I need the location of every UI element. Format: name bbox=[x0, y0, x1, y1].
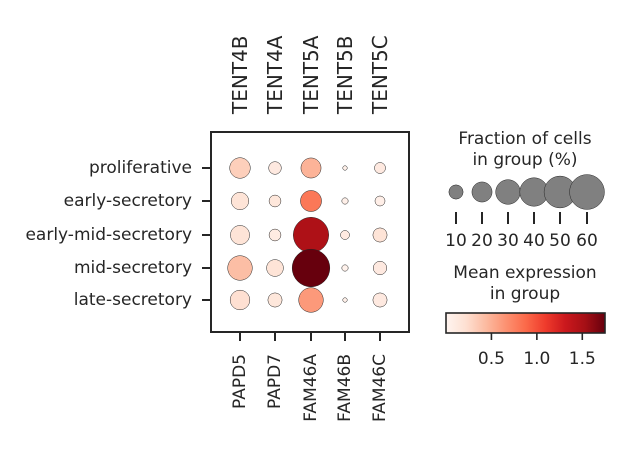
size-legend-label: 60 bbox=[576, 231, 598, 251]
colorbar-tick-label: 0.5 bbox=[478, 349, 505, 369]
gene-labels: PAPD5 PAPD7 FAM46A FAM46B FAM46C bbox=[230, 354, 390, 422]
colorbar bbox=[445, 312, 606, 334]
size-legend: Fraction of cells in group (%) 10 20 30 40 5… bbox=[445, 129, 605, 251]
colorbar-tick-label: 1.0 bbox=[523, 349, 550, 369]
gene-label: FAM46B bbox=[335, 354, 355, 422]
gene-label: PAPD7 bbox=[265, 354, 285, 409]
dot bbox=[373, 261, 387, 275]
dot bbox=[300, 190, 322, 212]
size-legend-title-line-1: Fraction of cells bbox=[458, 129, 591, 149]
group-label: late-secretory bbox=[74, 290, 192, 310]
dot bbox=[293, 217, 329, 253]
dot bbox=[230, 225, 250, 245]
size-legend-label: 40 bbox=[523, 231, 545, 251]
color-legend-title-line-2: in group bbox=[490, 284, 560, 304]
gene-alias-label: TENT5B bbox=[333, 36, 357, 115]
dot bbox=[374, 195, 386, 207]
size-legend-label: 50 bbox=[549, 231, 571, 251]
dot bbox=[342, 165, 348, 171]
dot-grid bbox=[227, 157, 388, 313]
group-label: early-mid-secretory bbox=[25, 225, 192, 245]
color-legend-title-line-1: Mean expression bbox=[453, 263, 596, 283]
size-legend-label: 30 bbox=[497, 231, 519, 251]
dot bbox=[227, 255, 253, 281]
dot bbox=[298, 287, 324, 313]
dot bbox=[341, 197, 349, 205]
dot bbox=[267, 292, 283, 308]
size-legend-dot bbox=[471, 181, 493, 203]
dot bbox=[372, 227, 388, 243]
dot bbox=[374, 162, 386, 174]
size-legend-label: 20 bbox=[471, 231, 493, 251]
colorbar-tick-label: 1.5 bbox=[569, 349, 596, 369]
dot bbox=[342, 297, 348, 303]
dot bbox=[231, 192, 249, 210]
dot bbox=[268, 228, 282, 242]
dot bbox=[268, 194, 282, 208]
dot bbox=[300, 157, 322, 179]
gene-alias-label: TENT5C bbox=[368, 35, 392, 115]
dot bbox=[229, 157, 251, 179]
size-legend-label: 10 bbox=[445, 231, 467, 251]
gene-label: PAPD5 bbox=[230, 354, 250, 409]
dot bbox=[341, 264, 349, 272]
dot bbox=[340, 230, 350, 240]
dot bbox=[291, 248, 331, 288]
dot bbox=[268, 161, 282, 175]
group-labels: proliferative early-secretory early-mid-se… bbox=[25, 158, 192, 310]
gene-alias-label: TENT4B bbox=[228, 36, 252, 115]
axis-ticks bbox=[202, 167, 381, 341]
size-legend-dot bbox=[495, 179, 521, 205]
dot bbox=[372, 292, 388, 308]
gene-label: FAM46C bbox=[370, 354, 390, 422]
size-legend-title-line-2: in group (%) bbox=[472, 150, 577, 170]
gene-alias-label: TENT5A bbox=[299, 35, 323, 115]
group-label: mid-secretory bbox=[74, 258, 192, 278]
dot bbox=[266, 259, 284, 277]
size-legend-dot bbox=[448, 184, 464, 200]
gene-alias-labels: TENT4B TENT4A TENT5A TENT5B TENT5C bbox=[228, 35, 392, 115]
gene-label: FAM46A bbox=[301, 354, 321, 422]
group-label: early-secretory bbox=[64, 191, 192, 211]
color-legend: Mean expression in group 0.5 1.0 1.5 bbox=[445, 263, 606, 369]
dot bbox=[229, 289, 251, 311]
size-legend-dot bbox=[569, 174, 605, 210]
group-label: proliferative bbox=[89, 158, 192, 178]
gene-alias-label: TENT4A bbox=[263, 35, 287, 115]
